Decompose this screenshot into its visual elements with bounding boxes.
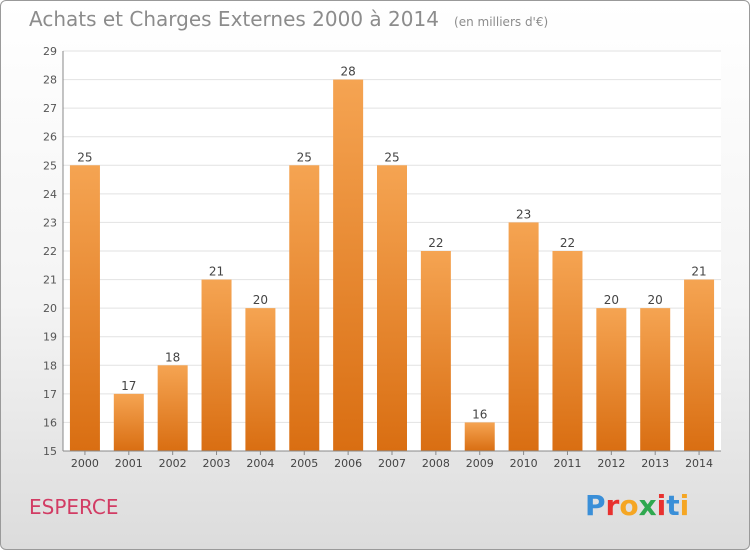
data-label: 22: [560, 236, 575, 250]
bar-2004: [245, 308, 276, 451]
unit-note: (en milliers d'€): [454, 15, 549, 29]
chart-title: Achats et Charges Externes 2000 à 2014 (…: [29, 7, 548, 31]
bar-2005: [289, 165, 320, 452]
title-text: Achats et Charges Externes 2000 à 2014: [29, 7, 439, 31]
bar-2010: [508, 222, 539, 451]
y-tick-label: 28: [43, 74, 57, 87]
data-label: 25: [297, 150, 312, 164]
bar-2001: [113, 393, 144, 451]
bar-2007: [377, 165, 407, 452]
x-tick-label: 2012: [597, 457, 625, 470]
bar-2003: [201, 279, 232, 451]
logo-letter: t: [666, 489, 680, 522]
x-tick-label: 2002: [159, 457, 187, 470]
x-tick-label: 2001: [115, 457, 143, 470]
logo-letter: i: [656, 489, 667, 522]
y-tick-label: 22: [43, 245, 57, 258]
y-tick-label: 16: [43, 416, 57, 429]
data-label: 28: [340, 65, 355, 79]
data-label: 20: [253, 293, 268, 307]
data-label: 20: [604, 293, 619, 307]
bar-2014: [684, 279, 715, 451]
y-tick-label: 23: [43, 216, 57, 229]
data-label: 23: [516, 207, 531, 221]
x-tick-label: 2009: [466, 457, 494, 470]
commune-name: ESPERCE: [29, 495, 119, 519]
data-label: 21: [691, 265, 706, 279]
y-tick-label: 24: [43, 188, 57, 201]
logo-letter: x: [638, 489, 657, 522]
x-tick-label: 2010: [510, 457, 538, 470]
axes: 15 16 17 18 19 20 21 22 23 24 25 26 27 28 29 25 2000 17 20…: [43, 45, 721, 470]
x-tick-label: 2007: [378, 457, 406, 470]
logo-letter: P: [585, 489, 606, 522]
x-tick-label: 2006: [334, 457, 362, 470]
bar-2002: [157, 365, 188, 451]
logo-letter: i: [679, 489, 690, 522]
y-tick-label: 17: [43, 388, 57, 401]
y-tick-label: 27: [43, 102, 57, 115]
y-tick-label: 18: [43, 359, 57, 372]
y-tick-label: 15: [43, 445, 57, 458]
data-label: 22: [428, 236, 443, 250]
data-label: 21: [209, 265, 224, 279]
y-tick-label: 25: [43, 159, 57, 172]
data-label: 16: [472, 407, 487, 421]
x-tick-label: 2000: [71, 457, 99, 470]
x-tick-label: 2004: [246, 457, 274, 470]
y-tick-label: 19: [43, 331, 57, 344]
y-tick-label: 21: [43, 274, 57, 287]
bar-2000: [69, 165, 100, 452]
bar-2012: [596, 308, 627, 451]
bars: [69, 79, 715, 452]
x-tick-label: 2005: [290, 457, 318, 470]
bar-2006: [333, 79, 364, 452]
data-label: 17: [121, 379, 136, 393]
data-label: 25: [384, 150, 399, 164]
bar-2013: [640, 308, 671, 451]
proxiti-logo: Proxiti: [585, 489, 689, 522]
bar-2008: [420, 251, 451, 451]
bar-2011: [552, 251, 583, 451]
x-tick-label: 2011: [553, 457, 581, 470]
bar-2009: [464, 422, 495, 451]
data-label: 25: [77, 150, 92, 164]
y-tick-label: 26: [43, 131, 57, 144]
data-label: 20: [648, 293, 663, 307]
x-tick-label: 2003: [203, 457, 231, 470]
y-tick-label: 29: [43, 45, 57, 58]
x-tick-label: 2013: [641, 457, 669, 470]
x-tick-label: 2014: [685, 457, 713, 470]
y-tick-label: 20: [43, 302, 57, 315]
data-label: 18: [165, 350, 180, 364]
logo-letter: r: [605, 489, 620, 522]
x-tick-label: 2008: [422, 457, 450, 470]
logo-letter: o: [619, 489, 639, 522]
